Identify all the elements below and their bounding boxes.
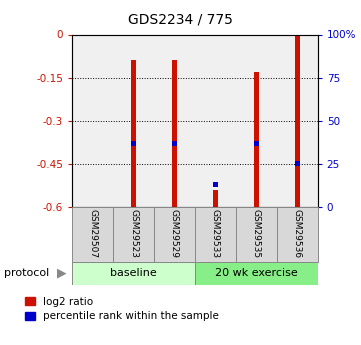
Bar xyxy=(254,72,259,207)
Bar xyxy=(131,60,136,207)
Text: GDS2234 / 775: GDS2234 / 775 xyxy=(128,12,233,26)
Bar xyxy=(131,141,136,146)
Bar xyxy=(295,161,300,166)
Bar xyxy=(72,262,195,285)
Bar xyxy=(195,207,236,262)
Text: GSM29523: GSM29523 xyxy=(129,209,138,258)
Bar xyxy=(172,60,177,207)
Legend: log2 ratio, percentile rank within the sample: log2 ratio, percentile rank within the s… xyxy=(23,295,221,323)
Text: GSM29533: GSM29533 xyxy=(211,209,220,258)
Text: protocol: protocol xyxy=(4,268,49,278)
Text: GSM29535: GSM29535 xyxy=(252,209,261,258)
Bar xyxy=(254,141,259,146)
Bar xyxy=(154,207,195,262)
Bar xyxy=(213,190,218,207)
Bar xyxy=(236,207,277,262)
Bar xyxy=(213,182,218,187)
Text: GSM29529: GSM29529 xyxy=(170,209,179,258)
Text: 20 wk exercise: 20 wk exercise xyxy=(215,268,298,278)
Bar xyxy=(113,207,154,262)
Bar xyxy=(195,262,318,285)
Bar xyxy=(295,35,300,207)
Text: GSM29507: GSM29507 xyxy=(88,209,97,258)
Text: ▶: ▶ xyxy=(57,267,67,280)
Bar xyxy=(277,207,318,262)
Text: GSM29536: GSM29536 xyxy=(293,209,302,258)
Bar xyxy=(172,141,177,146)
Bar xyxy=(72,207,113,262)
Text: baseline: baseline xyxy=(110,268,157,278)
